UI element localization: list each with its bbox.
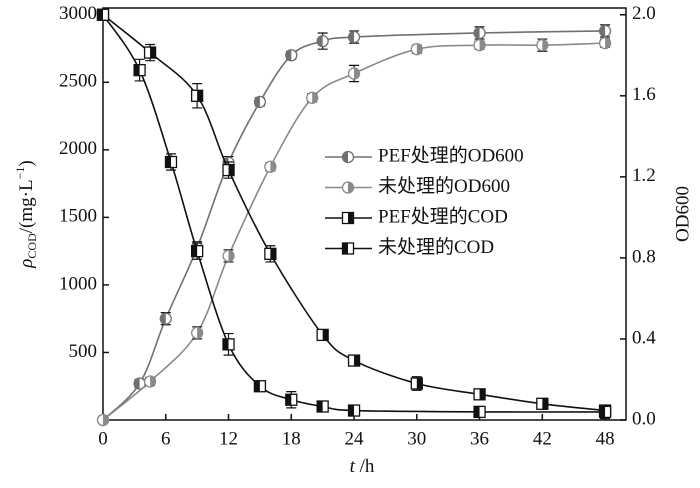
data-point-half bbox=[165, 156, 171, 168]
data-point-half bbox=[354, 355, 360, 367]
data-point-half bbox=[160, 313, 166, 325]
y-tick-label: 500 bbox=[69, 341, 98, 362]
legend-label: 未处理的COD bbox=[378, 236, 494, 258]
y2-tick-label: 0.0 bbox=[632, 408, 656, 429]
x-tick-label: 6 bbox=[161, 428, 171, 449]
legend-label: PEF处理的OD600 bbox=[378, 144, 524, 166]
data-point-half bbox=[317, 35, 323, 47]
y-tick-label: 1000 bbox=[59, 273, 97, 294]
y-tick-label: 2500 bbox=[59, 71, 97, 92]
data-point-half bbox=[285, 49, 292, 61]
y-tick-label: 2000 bbox=[59, 138, 97, 159]
y-tick-label: 3000 bbox=[59, 3, 97, 24]
data-point-half bbox=[270, 161, 276, 173]
legend-marker-half bbox=[342, 151, 348, 163]
y-label-sub: COD bbox=[25, 233, 39, 259]
x-tick-label: 36 bbox=[470, 428, 489, 449]
y2-tick-label: 1.2 bbox=[632, 165, 656, 186]
data-point-half bbox=[150, 47, 156, 59]
data-point-half bbox=[479, 39, 486, 51]
data-point-half bbox=[191, 245, 198, 257]
data-point-half bbox=[317, 400, 323, 412]
data-point-half bbox=[134, 378, 140, 390]
legend-label: 未处理的OD600 bbox=[378, 175, 510, 197]
data-point-half bbox=[474, 406, 480, 418]
x-label-unit: /h bbox=[355, 456, 375, 477]
y-label-close: ) bbox=[16, 160, 37, 166]
data-point-half bbox=[542, 39, 548, 51]
legend-label: PEF处理的COD bbox=[378, 205, 508, 227]
y2-tick-label: 0.8 bbox=[632, 246, 656, 267]
y-label-unit: /(mg·L bbox=[16, 179, 37, 233]
data-point-half bbox=[97, 9, 103, 21]
y2-axis-label: OD600 bbox=[672, 186, 693, 242]
data-point-half bbox=[228, 250, 235, 262]
data-point-half bbox=[103, 414, 109, 426]
data-point-half bbox=[599, 25, 606, 37]
x-tick-label: 0 bbox=[98, 428, 108, 449]
data-point-half bbox=[416, 43, 423, 55]
data-point-half bbox=[416, 378, 423, 390]
data-point-half bbox=[150, 376, 156, 388]
x-tick-label: 12 bbox=[219, 428, 238, 449]
data-point-half bbox=[599, 406, 606, 418]
data-point-half bbox=[312, 92, 318, 104]
y-axis-label: ρCOD/(mg·L−1) bbox=[13, 160, 39, 268]
data-point-half bbox=[134, 64, 140, 76]
data-point-half bbox=[285, 394, 292, 406]
data-point-half bbox=[479, 388, 486, 400]
data-point-half bbox=[197, 90, 203, 102]
y-label-sup: −1 bbox=[13, 167, 27, 180]
data-point-half bbox=[542, 398, 548, 410]
data-point-half bbox=[254, 380, 260, 392]
y-label-symbol: ρ bbox=[16, 259, 37, 269]
series-line bbox=[102, 42, 606, 421]
data-point-half bbox=[228, 164, 235, 176]
y2-tick-label: 1.6 bbox=[632, 84, 656, 105]
data-point-half bbox=[354, 68, 360, 80]
x-tick-label: 18 bbox=[282, 428, 301, 449]
data-point-half bbox=[197, 327, 203, 339]
plot-frame bbox=[102, 7, 627, 421]
x-tick-label: 30 bbox=[407, 428, 426, 449]
data-point-half bbox=[605, 37, 611, 49]
data-point-half bbox=[254, 96, 260, 108]
x-tick-label: 48 bbox=[596, 428, 615, 449]
data-point-half bbox=[322, 329, 329, 341]
x-tick-label: 24 bbox=[345, 428, 365, 449]
legend-marker-half bbox=[342, 243, 348, 254]
y2-tick-label: 2.0 bbox=[632, 3, 656, 24]
legend-marker-half bbox=[348, 182, 354, 193]
data-point-half bbox=[474, 27, 480, 39]
y2-tick-label: 0.4 bbox=[632, 327, 656, 348]
series-line bbox=[102, 14, 606, 412]
y-tick-label: 1500 bbox=[59, 206, 97, 227]
data-point-half bbox=[348, 405, 355, 417]
x-label-symbol: t bbox=[350, 456, 356, 477]
x-axis-label: t /h bbox=[350, 456, 375, 477]
data-point-half bbox=[270, 248, 276, 260]
data-point-half bbox=[348, 31, 355, 43]
legend-marker-half bbox=[348, 212, 354, 224]
x-tick-label: 42 bbox=[533, 428, 552, 449]
data-point-half bbox=[223, 338, 229, 350]
